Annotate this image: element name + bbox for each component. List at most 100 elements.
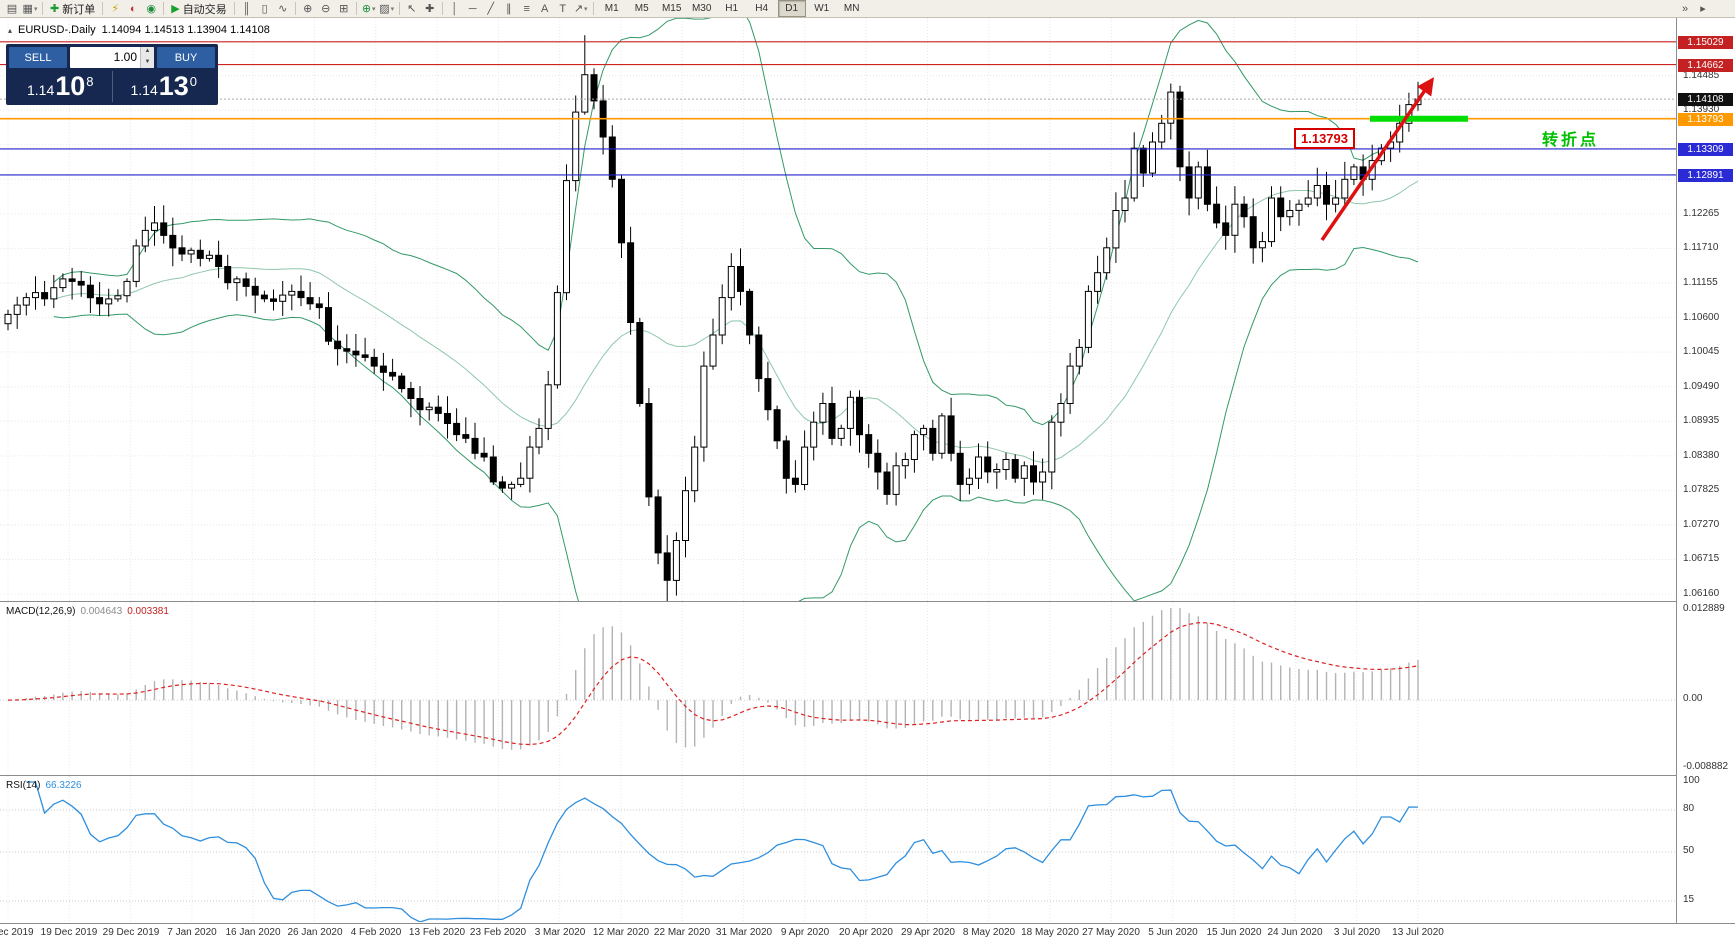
date-label: 9 Dec 2019 [0,927,34,938]
toolbar-separator [398,2,400,15]
horizontal-line-icon: ─ [468,2,477,15]
timeframe-m5-button[interactable]: M5 [634,3,649,14]
date-label: 3 Mar 2020 [534,927,586,938]
date-label: 16 Jan 2020 [225,927,281,938]
volume-down-icon[interactable]: ▼ [141,57,154,68]
candlestick-chart-icon: ▯ [261,3,268,15]
community-icon[interactable]: ◉ [142,1,160,17]
price-tick: 1.07270 [1683,519,1720,530]
fibonacci-icon: ≡ [523,2,530,15]
fibonacci-icon[interactable]: ≡ [518,1,536,17]
price-tick: 1.09490 [1683,381,1720,392]
new-chart-icon[interactable]: ▤ [3,1,21,17]
chart-profiles-icon: ▦ [22,3,33,15]
date-label: 20 Apr 2020 [839,927,893,938]
trendline-icon[interactable]: ╱ [482,1,500,17]
crosshair-icon: ✚ [425,3,435,15]
chart-shift-icon[interactable]: ▸ [1700,3,1706,15]
price-badge: 1.13309 [1678,143,1733,156]
crosshair-icon[interactable]: ✚ [421,1,439,17]
new-order-button[interactable]: ✚ 新订单 [46,1,99,17]
toolbar-separator [233,2,235,15]
text-icon[interactable]: A [536,1,554,17]
date-label: 22 Mar 2020 [653,927,711,938]
toolbar-separator [294,2,296,15]
timeframe-h1-button[interactable]: H1 [725,3,739,14]
collapse-panel-icon[interactable]: ▴ [8,25,13,35]
tile-windows-icon[interactable]: ⊞ [335,1,353,17]
rsi-pane[interactable]: RSI(14) 66.3226 [0,775,1676,923]
price-tick: 1.08380 [1683,450,1720,461]
time-axis[interactable]: 9 Dec 2019 19 Dec 2019 29 Dec 2019 7 Jan 20… [0,923,1735,942]
autotrading-icon: ▶ [171,3,180,15]
macd-chart[interactable] [0,602,1676,774]
chevron-down-icon: ▾ [584,5,588,13]
autotrading-button[interactable]: ▶ 自动交易 [167,1,230,17]
bar-chart-icon[interactable]: ║ [238,1,256,17]
buy-price-point: 0 [189,74,198,89]
zoom-out-icon[interactable]: ⊖ [317,1,335,17]
macd-pane[interactable]: MACD(12,26,9) 0.004643 0.003381 [0,601,1676,775]
zoom-in-icon[interactable]: ⊕ [299,1,317,17]
turning-point-label[interactable]: 转折点 [1542,132,1600,149]
timeframe-m1-button[interactable]: M1 [604,3,619,14]
auto-scroll-icon[interactable]: » [1681,2,1689,15]
support-icon[interactable]: ◐ [124,1,142,17]
arrows-icon: ↗ [573,3,584,15]
candlestick-chart-icon[interactable]: ▯ [256,1,274,17]
zoom-in-icon: ⊕ [303,3,313,15]
sell-price-point: 8 [86,74,94,89]
date-label: 5 Jun 2020 [1148,927,1198,938]
price-axis[interactable]: 1.14485 1.13930 1.12265 1.11710 1.11155 1.106… [1676,18,1735,923]
templates-icon[interactable]: ▨ ▾ [378,1,396,17]
main-chart-pane[interactable]: ▴ EURUSD-.Daily 1.14094 1.14513 1.13904 … [0,18,1676,601]
rsi-axis-level: 80 [1683,803,1695,814]
zoom-out-icon: ⊖ [321,3,331,15]
alert-icon[interactable]: ⚡ [106,1,124,17]
price-tick: 1.13930 [1683,104,1720,115]
macd-axis-max: 0.012889 [1683,603,1725,614]
date-label: 29 Dec 2019 [102,927,160,938]
support-icon: ◐ [129,2,137,15]
date-label: 29 Apr 2020 [901,927,955,938]
cursor-icon: ↖ [407,3,417,15]
channel-icon[interactable]: ∥ [500,1,518,17]
horizontal-line-icon[interactable]: ─ [464,1,482,17]
price-tick: 1.10600 [1683,312,1720,323]
buy-button[interactable]: BUY [157,47,215,68]
chevron-down-icon: ▾ [390,5,395,13]
timeframe-d1-button[interactable]: D1 [777,0,806,17]
timeframe-m30-button[interactable]: M30 [691,3,712,14]
indicators-icon[interactable]: ⊕ ▾ [360,1,378,17]
sell-button[interactable]: SELL [9,47,67,68]
timeframe-w1-button[interactable]: W1 [814,3,830,14]
date-label: 27 May 2020 [1082,927,1140,938]
price-callout-label[interactable]: 1.13793 [1294,128,1355,149]
timeframe-mn-button[interactable]: MN [843,3,860,14]
vertical-line-icon[interactable]: │ [446,1,464,17]
rsi-chart[interactable] [0,776,1676,922]
volume-value[interactable]: 1.00 [113,50,137,64]
cursor-icon[interactable]: ↖ [403,1,421,17]
sell-price[interactable]: 1.14 10 8 [9,71,112,102]
volume-stepper[interactable]: 1.00 ▲ ▼ [70,47,154,68]
price-tick: 1.14485 [1683,70,1720,81]
chart-profiles-icon[interactable]: ▦ ▾ [21,1,39,17]
text-label-icon[interactable]: T [554,1,572,17]
volume-up-icon[interactable]: ▲ [141,47,154,58]
price-tick: 1.06715 [1683,553,1720,564]
timeframe-m15-button[interactable]: M15 [661,3,682,14]
toolbar-separator [163,2,165,15]
arrows-icon[interactable]: ↗ ▾ [572,1,590,17]
rsi-value: 66.3226 [45,780,82,791]
line-chart-icon[interactable]: ∿ [274,1,292,17]
candlestick-chart[interactable] [0,18,1676,601]
buy-price[interactable]: 1.14 13 0 [111,71,216,102]
templates-icon: ▨ [379,3,390,15]
chevron-down-icon: ▾ [372,5,376,13]
text-label-icon: T [559,2,567,15]
timeframe-h4-button[interactable]: H4 [755,3,769,14]
date-label: 24 Jun 2020 [1267,927,1323,938]
toolbar-separator [102,2,104,15]
price-tick: 1.12265 [1683,208,1720,219]
